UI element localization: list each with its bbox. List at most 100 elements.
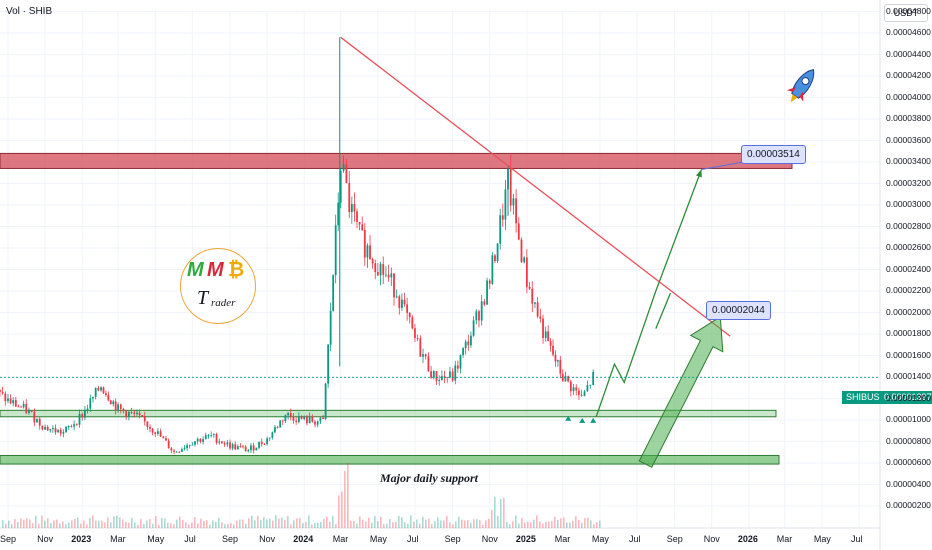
volume-bar [131, 518, 133, 528]
volume-bar [194, 517, 196, 528]
volume-bar [284, 519, 286, 528]
candle-body [186, 445, 188, 449]
lower-target-callout[interactable]: 0.00002044 [706, 301, 771, 320]
candle-body [575, 387, 578, 391]
volume-bar [455, 521, 457, 528]
volume-bar [107, 517, 109, 528]
volume-bar [440, 520, 442, 528]
volume-bar [353, 521, 355, 528]
volume-bar [380, 516, 382, 528]
candle-body [41, 425, 44, 430]
volume-bar [488, 518, 490, 528]
rocket-icon [786, 69, 815, 103]
volume-bar [35, 515, 37, 528]
x-tick-label: Sep [0, 534, 17, 544]
candle-body [464, 341, 467, 349]
volume-bar [182, 520, 184, 528]
candle-body [7, 398, 9, 402]
volume-bar [323, 519, 325, 528]
x-tick-label: 2025 [515, 534, 536, 544]
volume-bar [17, 522, 19, 528]
candle-body [549, 341, 552, 346]
candle-body [229, 442, 231, 449]
volume-bar [146, 520, 148, 528]
volume-bar [62, 521, 64, 528]
candle-body [196, 438, 199, 442]
candle-body [393, 273, 395, 298]
signal-marker [565, 415, 572, 421]
candle-body [4, 393, 7, 402]
volume-bar [470, 522, 472, 528]
projection-leg [655, 292, 672, 329]
candle-body [191, 444, 194, 446]
volume-bar [392, 522, 394, 528]
y-tick-label: 0.00001000 [886, 414, 931, 424]
candle-body [70, 426, 73, 427]
volume-bar [287, 516, 289, 528]
volume-bar [308, 515, 310, 528]
candle-body [342, 164, 345, 171]
volume-bar [320, 521, 322, 528]
candle-body [592, 371, 595, 385]
volume-bar [578, 520, 580, 528]
volume-bar [113, 516, 115, 528]
volume-bar [56, 519, 58, 528]
candle-body [78, 413, 81, 425]
candle-body [358, 222, 361, 225]
candle-body [438, 380, 441, 381]
candle-body [361, 224, 364, 231]
volume-bar [467, 520, 469, 528]
upper-target-callout[interactable]: 0.00003514 [741, 145, 806, 164]
quote-currency-button[interactable]: USDT [884, 4, 928, 22]
volume-bar [281, 517, 283, 528]
volume-bar [521, 517, 523, 528]
volume-indicator-label[interactable]: Vol · SHIB [6, 6, 53, 17]
volume-bar [29, 519, 31, 528]
volume-bar [206, 520, 208, 528]
volume-bar [593, 524, 595, 528]
candle-body [449, 371, 451, 378]
candle-body [138, 412, 141, 416]
candle-body [36, 418, 38, 423]
candle-body [382, 264, 385, 275]
volume-bar [218, 517, 220, 528]
volume-bar [473, 519, 475, 528]
logo-m-green: M [187, 259, 204, 281]
candle-body [266, 438, 269, 445]
candle-body [38, 418, 41, 426]
volume-bar [311, 524, 313, 528]
candle-body [17, 406, 20, 408]
volume-bar [77, 517, 79, 528]
candle-body [366, 245, 369, 258]
candle-body [165, 438, 167, 441]
volume-bar [536, 515, 538, 528]
candle-body [483, 301, 486, 305]
volume-bar [596, 522, 598, 528]
candle-body [49, 429, 52, 431]
candle-body [46, 426, 49, 431]
y-tick-label: 0.00003600 [886, 134, 931, 145]
candle-body [536, 302, 539, 317]
y-tick-label: 0.00002800 [886, 220, 931, 231]
volume-bar [500, 499, 502, 528]
candle-body [401, 299, 403, 308]
candle-body [86, 408, 89, 410]
candle-body [332, 275, 335, 311]
candle-body [523, 257, 526, 263]
candle-body [369, 245, 371, 260]
volume-bar [584, 518, 586, 528]
volume-bar [92, 515, 94, 528]
candle-body [202, 439, 204, 442]
major-support-label: Major daily support [380, 471, 479, 485]
volume-bar [47, 518, 49, 528]
candle-body [133, 412, 136, 415]
candle-body [411, 317, 414, 329]
candle-body [520, 239, 523, 263]
volume-bar [368, 517, 370, 528]
candle-body [149, 426, 151, 429]
candle-body [67, 426, 70, 427]
x-tick-label: Sep [666, 534, 683, 544]
volume-bar [230, 523, 232, 528]
candle-body [435, 371, 438, 381]
